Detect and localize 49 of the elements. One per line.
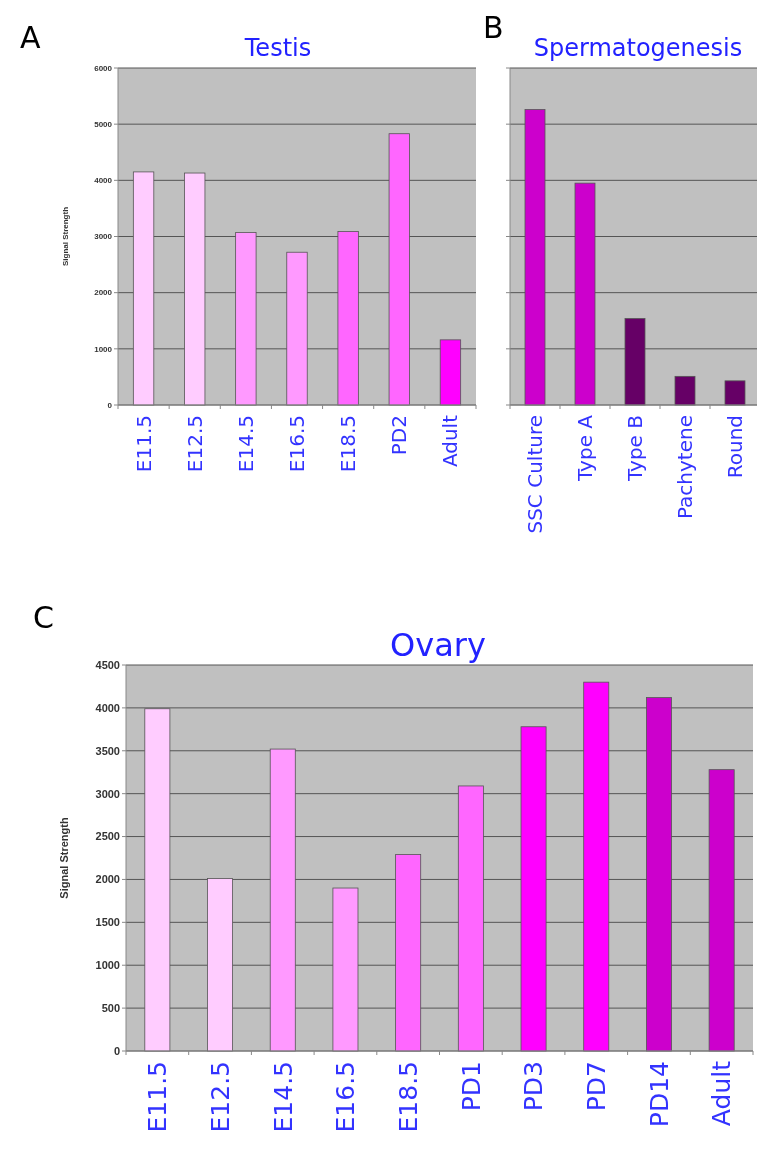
y-tick-label: 0 xyxy=(107,400,113,410)
y-tick-label: 3000 xyxy=(95,787,120,800)
y-tick-label: 2000 xyxy=(95,873,120,886)
y-tick-label: 3500 xyxy=(95,744,120,757)
x-tick-label: PD3 xyxy=(519,1061,549,1112)
y-tick-label: 500 xyxy=(101,1001,120,1014)
x-tick-label: Round xyxy=(723,415,747,479)
text: A xyxy=(20,20,41,55)
y-tick-label: 0 xyxy=(113,1044,120,1057)
x-tick-label: E12.5 xyxy=(205,1061,235,1133)
bar xyxy=(674,375,696,406)
y-tick-label: 2000 xyxy=(94,288,113,298)
x-tick-label: E16.5 xyxy=(331,1061,361,1133)
x-tick-label: PD1 xyxy=(456,1061,486,1112)
x-tick-label: Type B xyxy=(623,415,647,483)
x-tick-label: Type A xyxy=(573,414,597,482)
x-tick-label: PD2 xyxy=(387,415,412,456)
y-tick-label: 1000 xyxy=(94,344,113,354)
x-tick-label: E18.5 xyxy=(336,415,361,473)
y-tick-label: 4500 xyxy=(95,658,120,671)
bar xyxy=(724,380,746,406)
x-tick-label: Adult xyxy=(438,414,463,468)
x-tick-label: E11.5 xyxy=(143,1061,173,1133)
y-axis-title: Signal Strength xyxy=(58,817,70,899)
y-axis-title: Signal Strength xyxy=(61,206,70,267)
text: B xyxy=(483,10,504,45)
y-tick-label: 6000 xyxy=(94,63,113,73)
x-tick-label: PD7 xyxy=(582,1061,611,1112)
y-tick-label: 3000 xyxy=(94,232,113,242)
text: C xyxy=(33,600,54,635)
y-tick-label: 5000 xyxy=(94,119,113,129)
chart-title: Spermatogenesis xyxy=(533,34,743,62)
y-tick-label: 2500 xyxy=(95,830,120,843)
x-tick-label: PD14 xyxy=(644,1061,674,1128)
x-tick-label: SSC Culture xyxy=(523,415,547,534)
x-tick-label: Adult xyxy=(707,1060,737,1127)
chart-title: Ovary xyxy=(390,626,486,664)
x-tick-label: E12.5 xyxy=(182,415,207,473)
y-tick-label: 1500 xyxy=(95,916,120,929)
x-tick-label: E18.5 xyxy=(393,1061,423,1133)
x-tick-label: E14.5 xyxy=(233,415,258,473)
y-tick-label: 1000 xyxy=(95,959,120,972)
x-tick-label: E11.5 xyxy=(131,415,156,473)
x-tick-label: Pachytene xyxy=(673,415,697,520)
x-tick-label: E16.5 xyxy=(285,415,309,473)
chart-title: Testis xyxy=(243,34,312,62)
y-tick-label: 4000 xyxy=(95,701,120,714)
y-tick-label: 4000 xyxy=(94,176,113,186)
x-tick-label: E14.5 xyxy=(268,1061,298,1133)
